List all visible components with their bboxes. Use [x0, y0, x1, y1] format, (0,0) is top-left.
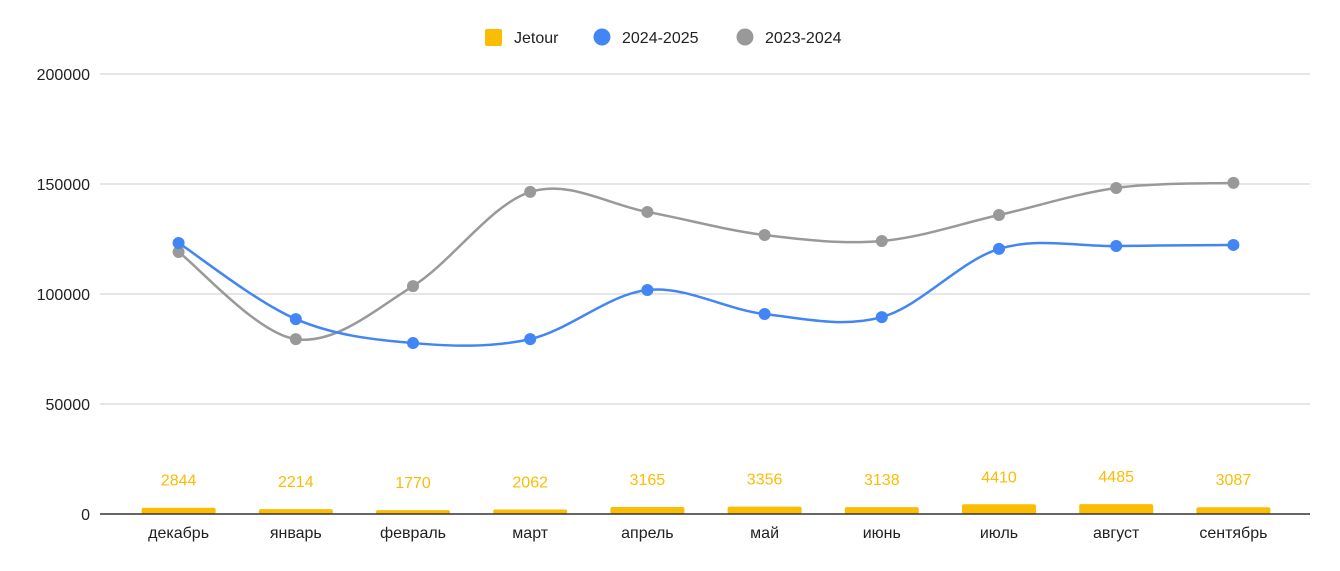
- data-point-2024-2025: [993, 242, 1005, 255]
- data-point-2023-2024: [993, 209, 1005, 222]
- x-tick-label: апрель: [621, 525, 674, 542]
- legend-swatch-circle: [736, 28, 754, 46]
- data-point-2023-2024: [1110, 181, 1123, 194]
- data-point-2024-2025: [524, 333, 537, 346]
- x-tick-label: сентябрь: [1199, 525, 1267, 542]
- data-point-2024-2025: [641, 284, 654, 297]
- y-tick-label: 0: [81, 507, 90, 524]
- data-point-2023-2024: [407, 280, 419, 293]
- legend-label: Jetour: [514, 30, 559, 47]
- x-tick-label: декабрь: [148, 525, 209, 542]
- bar-data-label: 2844: [161, 473, 197, 490]
- bar-data-label: 1770: [395, 475, 431, 492]
- bar-data-label: 4485: [1098, 469, 1134, 486]
- x-tick-label: июнь: [863, 525, 901, 542]
- legend-swatch-circle: [593, 28, 611, 46]
- data-point-2024-2025: [1110, 240, 1123, 253]
- bar-data-label: 4410: [981, 469, 1017, 486]
- bar-jetour: [493, 509, 568, 514]
- y-tick-label: 50000: [46, 397, 91, 414]
- bar-jetour: [610, 507, 685, 514]
- legend-swatch-square: [485, 29, 502, 46]
- data-point-2023-2024: [758, 229, 771, 242]
- y-tick-label: 150000: [37, 177, 90, 194]
- x-tick-label: февраль: [380, 525, 446, 542]
- bar-data-label: 2214: [278, 474, 314, 491]
- bar-jetour: [844, 507, 919, 514]
- y-tick-label: 200000: [37, 67, 90, 84]
- y-tick-label: 100000: [37, 287, 90, 304]
- x-tick-label: май: [750, 525, 779, 542]
- bar-jetour: [1196, 507, 1271, 514]
- data-point-2023-2024: [641, 205, 654, 218]
- bar-jetour: [258, 509, 333, 514]
- legend-label: 2023-2024: [765, 30, 842, 47]
- series-line-2024-2025: [177, 241, 1234, 347]
- bar-data-label: 3165: [630, 472, 666, 489]
- x-tick-label: август: [1093, 525, 1140, 542]
- bar-data-label: 3138: [864, 472, 900, 489]
- series-line-2023-2024: [177, 181, 1234, 341]
- bar-jetour: [141, 507, 216, 514]
- data-point-2023-2024: [524, 185, 537, 198]
- data-point-2023-2024: [289, 333, 302, 346]
- data-point-2024-2025: [289, 313, 302, 326]
- data-point-2024-2025: [172, 236, 185, 249]
- x-tick-label: июль: [980, 525, 1018, 542]
- data-point-2024-2025: [875, 311, 888, 324]
- bar-data-label: 3356: [747, 472, 783, 489]
- bar-jetour: [1079, 504, 1154, 514]
- data-point-2023-2024: [1227, 176, 1240, 189]
- x-tick-label: январь: [270, 525, 322, 542]
- bar-jetour: [376, 510, 450, 514]
- data-point-2024-2025: [1227, 238, 1240, 251]
- data-point-2024-2025: [758, 308, 771, 321]
- data-point-2023-2024: [172, 245, 185, 258]
- bar-jetour: [962, 504, 1036, 514]
- bar-data-label: 3087: [1216, 472, 1252, 489]
- x-tick-label: март: [512, 525, 548, 542]
- legend-label: 2024-2025: [622, 30, 699, 47]
- bar-jetour: [727, 506, 802, 514]
- bar-data-label: 2062: [512, 474, 548, 491]
- data-point-2023-2024: [875, 234, 888, 247]
- data-point-2024-2025: [407, 337, 419, 350]
